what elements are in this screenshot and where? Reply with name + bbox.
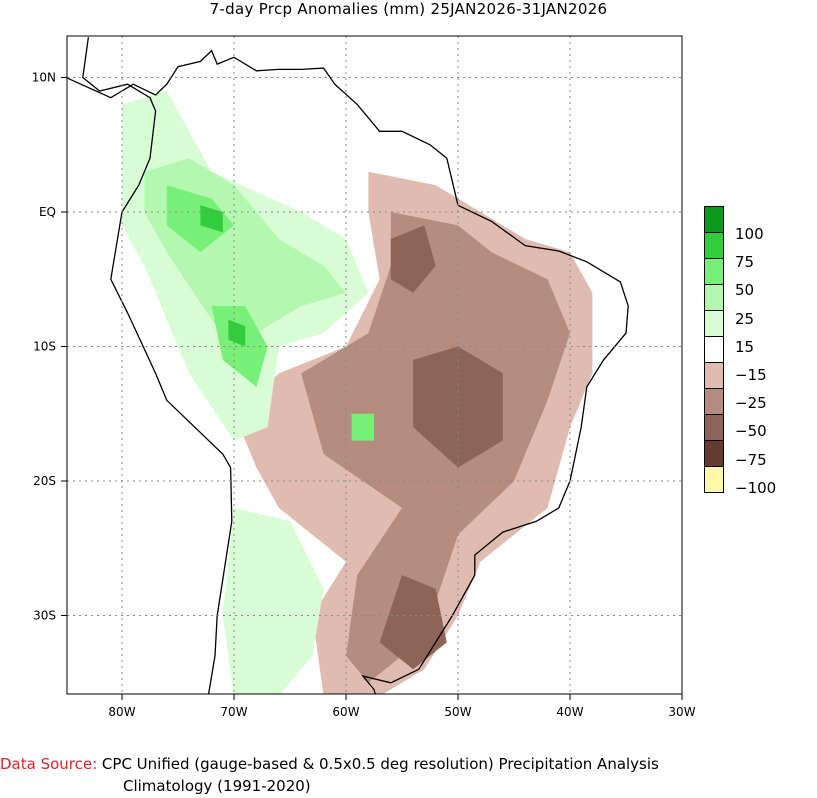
shade-pos-50 [211,306,268,387]
lon-tick-label: 70W [220,705,247,719]
legend-label: −100 [735,478,777,497]
legend-swatch [704,466,724,493]
lat-tick-label: 20S [33,474,56,488]
lon-tick-label: 50W [444,705,471,719]
legend-label: 50 [735,281,755,300]
legend-swatch [704,206,724,233]
gridlines [67,36,682,694]
legend-swatch [704,232,724,259]
shade-neg-25 [301,212,570,683]
legend-swatch [704,414,724,441]
legend-swatch [704,362,724,389]
lon-tick-label: 30W [668,705,695,719]
legend-label: −25 [735,394,767,413]
legend-swatch [704,388,724,415]
legend-swatch [704,284,724,311]
legend-swatch [704,336,724,363]
legend-swatch [704,258,724,285]
legend-label: 25 [735,309,755,328]
coastline [67,37,629,694]
precip-anomaly-map: 80W 70W 60W 50W 40W 30W 10N EQ 10S 20S 30S [32,35,696,719]
lon-tick-label: 40W [556,705,583,719]
legend-label: 15 [735,337,755,356]
map-frame [66,35,683,695]
shade-neg-50 [379,575,447,670]
map-title: 7-day Prcp Anomalies (mm) 25JAN2026-31JA… [209,0,608,18]
lat-tick-label: EQ [39,205,56,219]
source-label: Data Source: [0,755,98,773]
lon-tick-label: 60W [332,705,359,719]
legend-label: 75 [735,253,755,272]
lat-tick-label: 30S [33,609,56,623]
shade-neg-50 [413,346,503,468]
legend-label: 100 [735,225,764,243]
source-text: CPC Unified (gauge-based & 0.5x0.5 deg r… [97,755,659,773]
climatology-text: Climatology (1991-2020) [123,777,311,795]
legend-label: −75 [735,450,767,469]
shade-pos-50 [351,413,374,441]
legend-label: −50 [735,422,767,441]
shade-pos-15 [222,507,324,694]
legend-swatch [704,310,724,337]
legend-swatch [704,440,724,467]
latitude-ticks: 10N EQ 10S 20S 30S [32,71,67,623]
shade-pos-75 [228,319,246,347]
shade-neg-50 [390,225,436,293]
lat-tick-label: 10S [33,340,56,354]
lon-tick-label: 80W [108,705,135,719]
legend-label: −15 [735,366,767,384]
lat-tick-label: 10N [32,71,56,85]
longitude-ticks: 80W 70W 60W 50W 40W 30W [108,694,696,719]
anomaly-shading [122,91,593,694]
data-source-footer: Data Source: CPC Unified (gauge-based & … [0,753,659,797]
color-legend: 100 75 50 25 15 −15 −25 −50 −75 −100 [704,206,776,497]
